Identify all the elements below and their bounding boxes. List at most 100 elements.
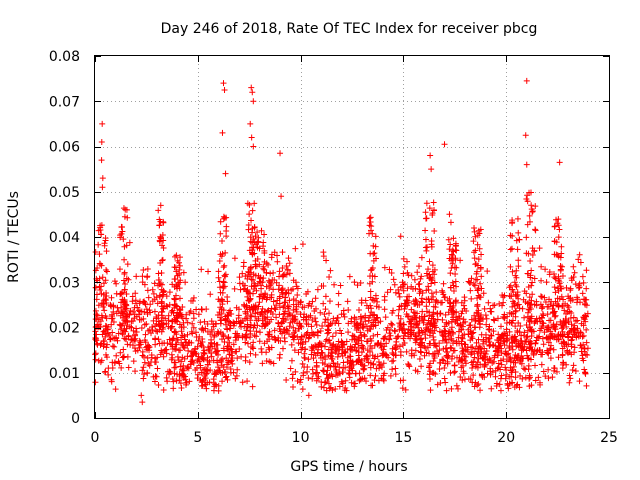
data-point bbox=[423, 349, 430, 356]
data-point bbox=[402, 386, 409, 393]
data-point bbox=[299, 241, 306, 248]
data-point bbox=[293, 297, 300, 304]
data-point bbox=[570, 362, 577, 369]
data-point bbox=[482, 357, 489, 364]
data-point bbox=[140, 375, 147, 382]
data-point bbox=[268, 316, 275, 323]
data-point bbox=[448, 307, 455, 314]
data-point bbox=[374, 331, 381, 338]
data-point bbox=[452, 278, 459, 285]
data-point bbox=[441, 323, 448, 330]
data-point bbox=[500, 356, 507, 363]
data-point bbox=[338, 330, 345, 337]
data-point bbox=[426, 258, 433, 265]
data-point bbox=[175, 259, 182, 266]
data-point bbox=[526, 383, 533, 390]
data-point bbox=[341, 313, 348, 320]
data-point bbox=[193, 365, 200, 372]
data-point bbox=[380, 335, 387, 342]
data-point bbox=[551, 309, 558, 316]
data-point bbox=[566, 372, 573, 379]
data-point bbox=[107, 336, 114, 343]
data-point bbox=[217, 329, 224, 336]
data-point bbox=[170, 378, 177, 385]
data-point bbox=[414, 269, 421, 276]
data-point bbox=[493, 382, 500, 389]
data-point bbox=[103, 267, 110, 274]
data-point bbox=[283, 377, 290, 384]
data-point bbox=[481, 305, 488, 312]
data-point bbox=[509, 317, 516, 324]
data-point bbox=[168, 309, 175, 316]
data-point bbox=[322, 306, 329, 313]
data-point bbox=[565, 293, 572, 300]
data-point bbox=[119, 228, 126, 235]
data-point bbox=[245, 222, 252, 229]
data-point bbox=[244, 378, 251, 385]
data-point bbox=[157, 218, 164, 225]
data-point bbox=[99, 175, 106, 182]
data-point bbox=[484, 370, 491, 377]
data-point bbox=[448, 264, 455, 271]
data-point bbox=[176, 307, 183, 314]
data-point bbox=[503, 358, 510, 365]
data-point bbox=[244, 286, 251, 293]
data-point bbox=[102, 296, 109, 303]
data-point bbox=[515, 257, 522, 264]
data-point bbox=[194, 375, 201, 382]
data-point bbox=[559, 272, 566, 279]
data-point bbox=[218, 253, 225, 260]
data-point bbox=[156, 281, 163, 288]
data-point bbox=[509, 233, 516, 240]
data-point bbox=[95, 302, 102, 309]
data-point bbox=[143, 320, 150, 327]
data-point bbox=[250, 339, 257, 346]
data-point bbox=[223, 223, 230, 230]
data-point bbox=[368, 266, 375, 273]
data-point bbox=[467, 344, 474, 351]
data-point bbox=[341, 387, 348, 394]
data-point bbox=[318, 342, 325, 349]
data-point bbox=[220, 80, 227, 87]
data-point bbox=[505, 350, 512, 357]
data-point bbox=[286, 323, 293, 330]
data-point bbox=[418, 335, 425, 342]
data-point bbox=[184, 353, 191, 360]
data-point bbox=[260, 243, 267, 250]
data-point bbox=[266, 358, 273, 365]
data-point bbox=[183, 311, 190, 318]
data-point bbox=[460, 316, 467, 323]
data-point bbox=[227, 325, 234, 332]
data-point bbox=[247, 312, 254, 319]
data-point bbox=[576, 284, 583, 291]
data-point bbox=[131, 336, 138, 343]
data-point bbox=[261, 247, 268, 254]
data-point bbox=[539, 351, 546, 358]
data-point bbox=[475, 292, 482, 299]
data-point bbox=[196, 333, 203, 340]
data-point bbox=[130, 358, 137, 365]
data-point bbox=[525, 355, 532, 362]
data-point bbox=[122, 328, 129, 335]
data-point bbox=[247, 317, 254, 324]
data-point bbox=[519, 375, 526, 382]
data-point bbox=[144, 266, 151, 273]
data-point bbox=[448, 355, 455, 362]
data-point bbox=[583, 339, 590, 346]
data-point bbox=[213, 348, 220, 355]
data-point bbox=[324, 316, 331, 323]
data-point bbox=[541, 329, 548, 336]
data-point bbox=[286, 297, 293, 304]
data-point bbox=[133, 273, 140, 280]
data-point bbox=[196, 358, 203, 365]
data-point bbox=[95, 241, 102, 248]
data-point bbox=[109, 343, 116, 350]
data-point bbox=[485, 299, 492, 306]
axis-ticks bbox=[95, 56, 610, 419]
data-point bbox=[429, 262, 436, 269]
data-point bbox=[474, 268, 481, 275]
data-point bbox=[421, 352, 428, 359]
data-point bbox=[321, 319, 328, 326]
data-point bbox=[491, 302, 498, 309]
data-point bbox=[165, 317, 172, 324]
